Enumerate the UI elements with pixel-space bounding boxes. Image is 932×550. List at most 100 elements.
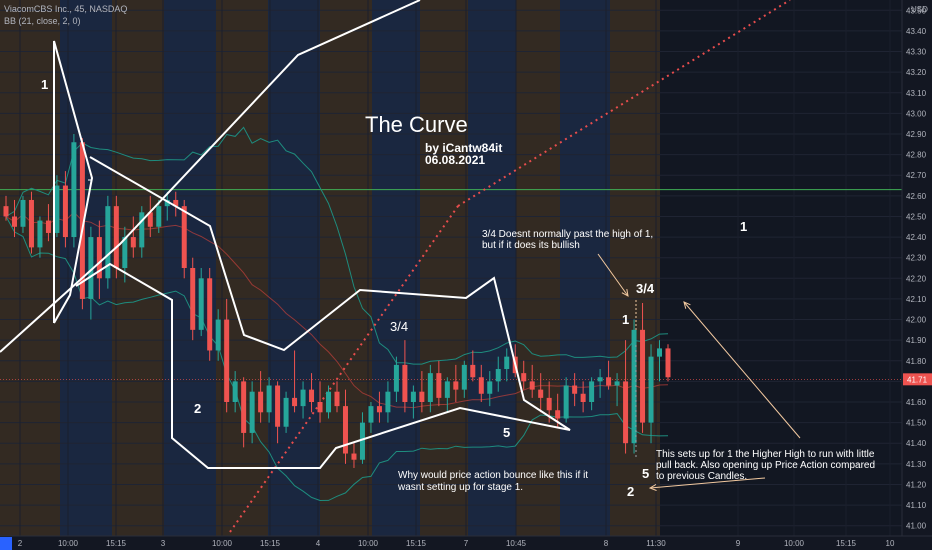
tradingview-logo[interactable] xyxy=(0,537,12,550)
candle[interactable] xyxy=(283,391,289,433)
candle[interactable] xyxy=(631,319,637,454)
candle[interactable] xyxy=(334,381,340,413)
candle[interactable] xyxy=(139,206,145,258)
candle[interactable] xyxy=(130,216,136,258)
candle[interactable] xyxy=(156,199,162,233)
note-34-line2[interactable]: but if it does its bullish xyxy=(482,240,580,251)
candle[interactable] xyxy=(105,195,111,289)
candle[interactable] xyxy=(275,381,281,444)
candle[interactable] xyxy=(147,195,153,238)
note-bounce-line2[interactable]: wasnt setting up for stage 1. xyxy=(397,482,523,493)
candle[interactable] xyxy=(657,340,663,382)
candle[interactable] xyxy=(470,350,476,382)
candle[interactable] xyxy=(359,412,365,464)
stage-1-triangle[interactable] xyxy=(53,40,94,324)
candle[interactable] xyxy=(249,381,255,444)
candle[interactable] xyxy=(317,381,323,423)
candle[interactable] xyxy=(164,191,170,221)
candle[interactable] xyxy=(45,204,51,242)
candle[interactable] xyxy=(351,443,357,468)
candle[interactable] xyxy=(241,377,247,448)
candle[interactable] xyxy=(402,340,408,413)
curve-trend-line[interactable] xyxy=(0,0,421,353)
note-bounce-line1[interactable]: Why would price action bounce like this … xyxy=(398,470,588,481)
candle[interactable] xyxy=(224,298,230,413)
candle[interactable] xyxy=(529,364,535,398)
candle[interactable] xyxy=(215,309,221,361)
indicator-header[interactable]: BB (21, close, 2, 0) xyxy=(4,16,81,26)
candle[interactable] xyxy=(28,191,34,254)
candle[interactable] xyxy=(207,268,213,361)
note-setup-line3[interactable]: to previous Candles. xyxy=(656,471,747,482)
candle[interactable] xyxy=(495,356,501,392)
candle[interactable] xyxy=(96,220,102,299)
candle[interactable] xyxy=(71,134,77,248)
candle[interactable] xyxy=(326,385,332,419)
candle[interactable] xyxy=(258,371,264,423)
candle[interactable] xyxy=(385,381,391,423)
candle[interactable] xyxy=(580,381,586,413)
candle[interactable] xyxy=(640,303,646,433)
note-34-line1[interactable]: 3/4 Doesnt normally past the high of 1, xyxy=(482,229,653,240)
candle[interactable] xyxy=(393,356,399,402)
candle[interactable] xyxy=(436,360,442,407)
candle[interactable] xyxy=(342,389,348,464)
label-1-mid[interactable]: 1 xyxy=(622,312,629,327)
candle[interactable] xyxy=(453,364,459,402)
candle[interactable] xyxy=(88,226,94,320)
candle[interactable] xyxy=(572,373,578,407)
candle[interactable] xyxy=(198,268,204,337)
time-axis[interactable] xyxy=(0,536,932,550)
candle[interactable] xyxy=(623,340,629,454)
candle[interactable] xyxy=(504,348,510,382)
candle[interactable] xyxy=(232,371,238,413)
candle[interactable] xyxy=(444,377,450,413)
candle[interactable] xyxy=(419,371,425,413)
candle[interactable] xyxy=(292,350,298,413)
label-1-top[interactable]: 1 xyxy=(41,77,48,92)
candle[interactable] xyxy=(20,195,26,233)
candle[interactable] xyxy=(487,371,493,407)
note-setup-line1[interactable]: This sets up for 1 the Higher High to ru… xyxy=(656,449,875,460)
candle[interactable] xyxy=(427,364,433,413)
candle[interactable] xyxy=(11,199,17,238)
candle[interactable] xyxy=(173,191,179,217)
curve-outline[interactable] xyxy=(75,156,571,469)
dotted-trend-line[interactable] xyxy=(229,205,459,533)
label-1-right[interactable]: 1 xyxy=(740,219,747,234)
candle[interactable] xyxy=(665,344,671,382)
candle[interactable] xyxy=(368,402,374,433)
label-2-left[interactable]: 2 xyxy=(194,401,201,416)
price-axis[interactable] xyxy=(902,0,932,536)
candle[interactable] xyxy=(54,175,60,238)
annotation-arrows[interactable] xyxy=(597,253,801,491)
arrow-to-2[interactable] xyxy=(648,477,766,491)
candle[interactable] xyxy=(614,373,620,407)
candle[interactable] xyxy=(461,360,467,398)
chart-date[interactable]: 06.08.2021 xyxy=(425,153,485,167)
candle[interactable] xyxy=(589,377,595,411)
label-5-mid[interactable]: 5 xyxy=(503,425,510,440)
candle[interactable] xyxy=(521,360,527,390)
label-34-right[interactable]: 3/4 xyxy=(636,281,655,296)
candle[interactable] xyxy=(648,344,654,444)
candle[interactable] xyxy=(266,377,272,423)
label-2-right[interactable]: 2 xyxy=(627,484,634,499)
candle[interactable] xyxy=(606,360,612,390)
symbol-header[interactable]: ViacomCBS Inc., 45, NASDAQ xyxy=(4,4,128,14)
candle[interactable] xyxy=(478,364,484,402)
candle[interactable] xyxy=(597,369,603,398)
candle[interactable] xyxy=(376,391,382,423)
candle[interactable] xyxy=(300,381,306,419)
dotted-trend-line-upper[interactable] xyxy=(457,0,791,207)
arrow-to-high[interactable] xyxy=(683,301,801,439)
candle[interactable] xyxy=(309,373,315,413)
label-34-mid[interactable]: 3/4 xyxy=(390,319,408,334)
candle[interactable] xyxy=(3,195,9,221)
arrow-to-34[interactable] xyxy=(597,253,629,297)
candle[interactable] xyxy=(113,195,119,279)
chart-title[interactable]: The Curve xyxy=(365,112,468,137)
chart-byline[interactable]: by iCantw84it xyxy=(425,141,502,155)
candles[interactable] xyxy=(3,134,671,468)
